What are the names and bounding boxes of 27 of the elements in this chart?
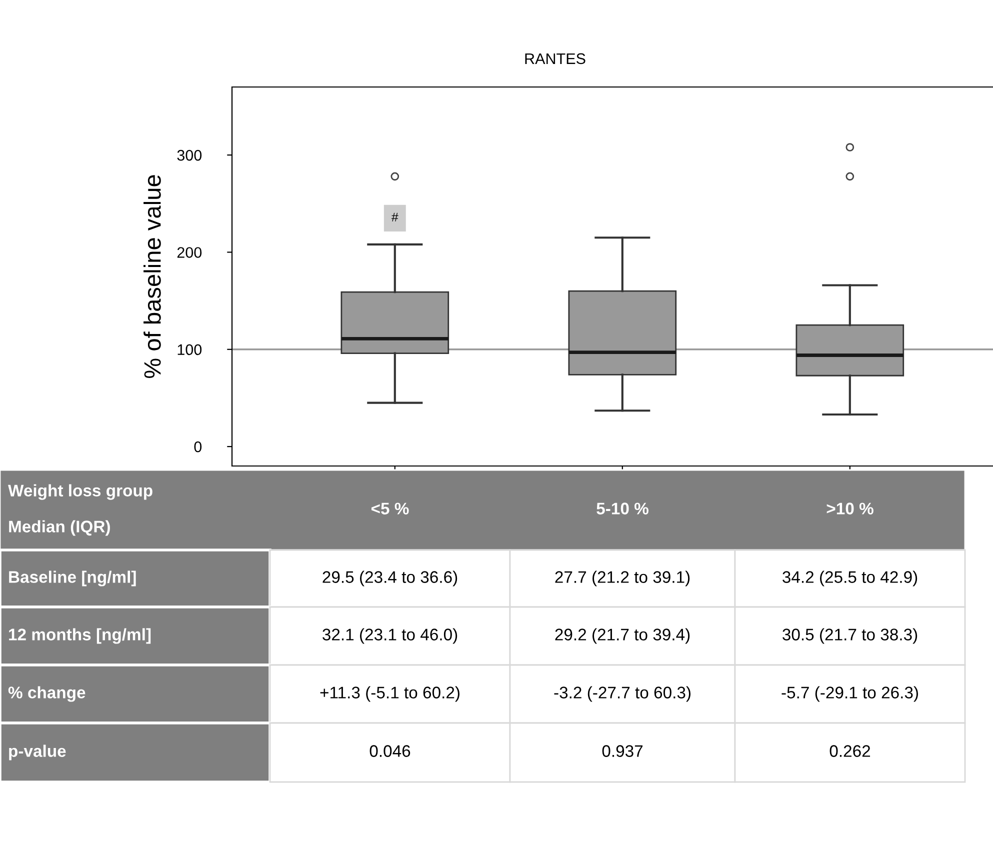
x-tick-label: 5-10 % [596, 502, 648, 514]
y-tick-label: 0 [194, 441, 202, 452]
text: 29.2 (21.7 to 39.4) [555, 628, 690, 644]
y-tick-label: 200 [177, 247, 202, 258]
text: +11.3 (-5.1 to 60.2) [320, 686, 460, 702]
y-tick-label: 100 [178, 344, 202, 356]
text: -3.2 (-27.7 to 60.3) [554, 686, 690, 702]
text: 0.046 [370, 745, 410, 757]
text: 29.5 (23.4 to 36.6) [322, 570, 458, 586]
text: 34.2 (25.5 to 42.9) [782, 570, 918, 586]
text: 30.5 (21.7 to 38.3) [782, 628, 918, 644]
text: p-value [9, 744, 66, 760]
text: 0.937 [602, 745, 643, 757]
text: % change [8, 686, 86, 702]
x-tick-label: >10 % [826, 502, 874, 514]
y-tick-label: 300 [177, 150, 202, 161]
annotation: # [391, 212, 398, 222]
y-axis-title: % of baseline value [144, 175, 161, 378]
chart-title: RANTES [525, 53, 586, 64]
x-tick-label: <5 % [371, 502, 409, 514]
text: 32.1 (23.1 to 46.0) [322, 628, 458, 644]
text: 0.262 [830, 745, 870, 757]
text: Weight loss group Median (IQR) [8, 484, 152, 536]
text: 12 months [ng/ml] [9, 628, 151, 644]
text: -5.7 (-29.1 to 26.3) [782, 686, 918, 702]
text: Baseline [ng/ml] [9, 570, 136, 586]
text: 27.7 (21.2 to 39.1) [555, 570, 690, 586]
